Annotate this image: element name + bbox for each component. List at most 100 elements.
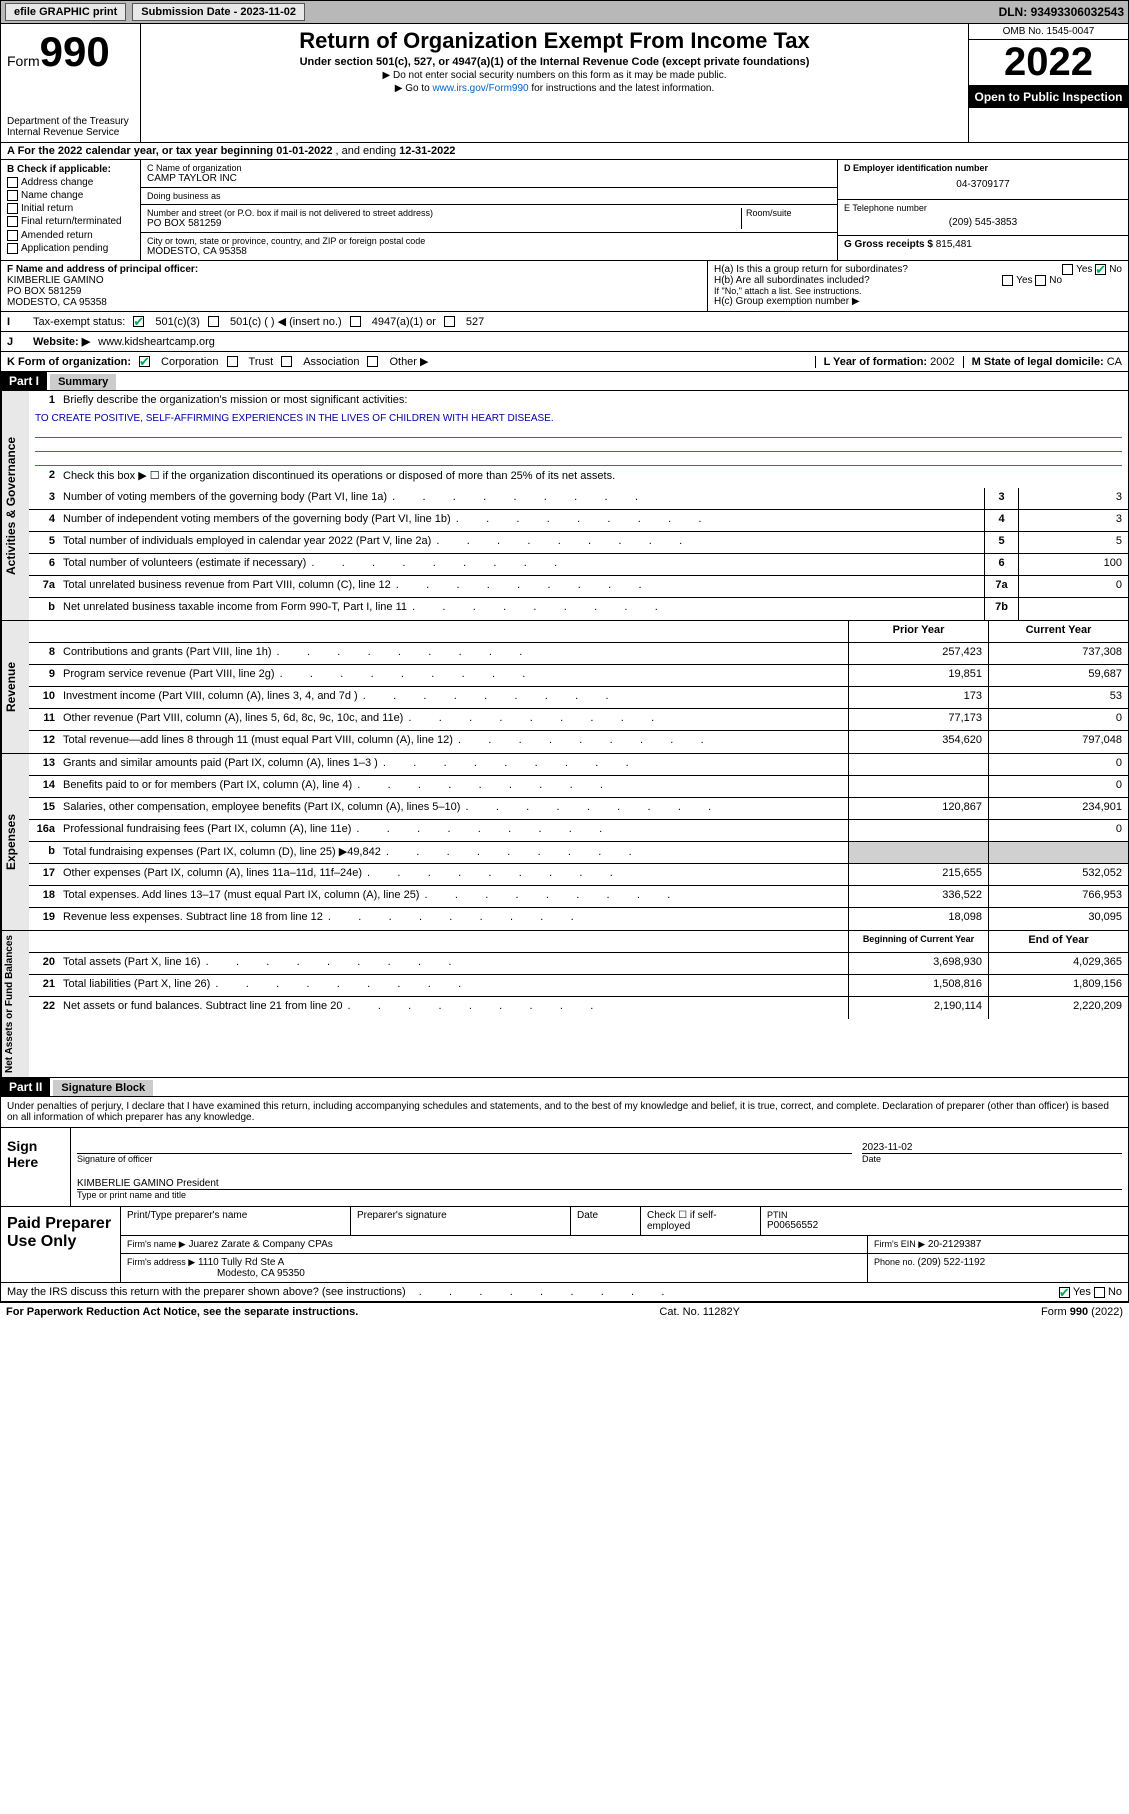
- ha-no-chk[interactable]: [1095, 264, 1106, 275]
- sig-declaration: Under penalties of perjury, I declare th…: [1, 1097, 1128, 1128]
- submission-date: 2023-11-02: [240, 6, 296, 18]
- form-title: Return of Organization Exempt From Incom…: [147, 28, 962, 54]
- table-row: bTotal fundraising expenses (Part IX, co…: [29, 842, 1128, 864]
- ha-row: H(a) Is this a group return for subordin…: [714, 264, 1122, 275]
- firm-name-cell: Firm's name ▶ Juarez Zarate & Company CP…: [121, 1236, 868, 1253]
- chk-501c[interactable]: [208, 316, 219, 327]
- ptin-cell: PTIN P00656552: [761, 1207, 1128, 1235]
- line-a: A For the 2022 calendar year, or tax yea…: [0, 143, 1129, 160]
- header-right: OMB No. 1545-0047 2022 Open to Public In…: [968, 24, 1128, 142]
- chk-501c3[interactable]: [133, 316, 144, 327]
- hb-yes-chk[interactable]: [1002, 275, 1013, 286]
- chk-address-change[interactable]: Address change: [7, 177, 134, 188]
- footer-pra: For Paperwork Reduction Act Notice, see …: [6, 1306, 358, 1318]
- paid-preparer: Paid Preparer Use Only Print/Type prepar…: [1, 1206, 1128, 1282]
- chk-assoc[interactable]: [281, 356, 292, 367]
- efile-button[interactable]: efile GRAPHIC print: [5, 3, 126, 21]
- footer-form: Form 990 (2022): [1041, 1306, 1123, 1318]
- part1-body: Activities & Governance 1 Briefly descri…: [0, 391, 1129, 621]
- addr-cell: Number and street (or P.O. box if mail i…: [141, 205, 837, 233]
- may-irs-no[interactable]: [1094, 1287, 1105, 1298]
- sign-here-label: Sign Here: [1, 1128, 71, 1206]
- vtab-revenue: Revenue: [1, 621, 29, 753]
- sig-date: 2023-11-02: [862, 1142, 912, 1153]
- row-i: I Tax-exempt status: 501(c)(3) 501(c) ( …: [0, 312, 1129, 332]
- dln: DLN: 93493306032543: [999, 5, 1124, 19]
- bcy-eoy-header: Beginning of Current Year End of Year: [29, 931, 1128, 953]
- vtab-expenses: Expenses: [1, 754, 29, 930]
- hb-row: H(b) Are all subordinates included? Yes …: [714, 275, 1122, 286]
- open-to-public: Open to Public Inspection: [969, 86, 1128, 108]
- submission-label: Submission Date -: [141, 6, 240, 18]
- omb-number: OMB No. 1545-0047: [969, 24, 1128, 40]
- vtab-netassets: Net Assets or Fund Balances: [1, 931, 29, 1077]
- org-name-cell: C Name of organization CAMP TAYLOR INC: [141, 160, 837, 188]
- chk-4947[interactable]: [350, 316, 361, 327]
- table-row: 9Program service revenue (Part VIII, lin…: [29, 665, 1128, 687]
- header-left: Form990 Department of the Treasury Inter…: [1, 24, 141, 142]
- chk-initial-return[interactable]: Initial return: [7, 203, 134, 214]
- row-klm: K Form of organization: Corporation Trus…: [0, 352, 1129, 372]
- row-f-h: F Name and address of principal officer:…: [0, 261, 1129, 312]
- form-header: Form990 Department of the Treasury Inter…: [0, 24, 1129, 143]
- phone-cell: E Telephone number (209) 545-3853: [838, 200, 1128, 236]
- chk-amended[interactable]: Amended return: [7, 230, 134, 241]
- table-row: bNet unrelated business taxable income f…: [29, 598, 1128, 620]
- firm-phone-cell: Phone no. (209) 522-1192: [868, 1254, 1128, 1282]
- part-1: Part I Summary: [0, 372, 1129, 391]
- tax-year: 2022: [969, 40, 1128, 86]
- dept-line: Department of the Treasury Internal Reve…: [7, 116, 134, 138]
- chk-trust[interactable]: [227, 356, 238, 367]
- form-subtitle: Under section 501(c), 527, or 4947(a)(1)…: [147, 56, 962, 68]
- form-note-2: ▶ Go to www.irs.gov/Form990 for instruct…: [147, 83, 962, 94]
- irs-link[interactable]: www.irs.gov/Form990: [432, 83, 528, 94]
- prep-check-hdr: Check ☐ if self-employed: [641, 1207, 761, 1235]
- table-row: 22Net assets or fund balances. Subtract …: [29, 997, 1128, 1019]
- table-row: 7aTotal unrelated business revenue from …: [29, 576, 1128, 598]
- chk-app-pending[interactable]: Application pending: [7, 243, 134, 254]
- part1-title: Summary: [50, 374, 116, 390]
- footer-cat: Cat. No. 11282Y: [659, 1306, 740, 1318]
- ein-cell: D Employer identification number 04-3709…: [838, 160, 1128, 200]
- col-d: D Employer identification number 04-3709…: [838, 160, 1128, 260]
- table-row: 6Total number of volunteers (estimate if…: [29, 554, 1128, 576]
- table-row: 13Grants and similar amounts paid (Part …: [29, 754, 1128, 776]
- mission-text: TO CREATE POSITIVE, SELF-AFFIRMING EXPER…: [29, 413, 1128, 424]
- chk-corp[interactable]: [139, 356, 150, 367]
- gov-table: 1 Briefly describe the organization's mi…: [29, 391, 1128, 620]
- principal-officer: F Name and address of principal officer:…: [1, 261, 708, 311]
- chk-name-change[interactable]: Name change: [7, 190, 134, 201]
- table-row: 11Other revenue (Part VIII, column (A), …: [29, 709, 1128, 731]
- hb-no-chk[interactable]: [1035, 275, 1046, 286]
- table-row: 14Benefits paid to or for members (Part …: [29, 776, 1128, 798]
- col-b: B Check if applicable: Address change Na…: [1, 160, 141, 260]
- chk-527[interactable]: [444, 316, 455, 327]
- may-irs-row: May the IRS discuss this return with the…: [1, 1282, 1128, 1301]
- part2-title: Signature Block: [53, 1080, 153, 1096]
- table-row: 3Number of voting members of the governi…: [29, 488, 1128, 510]
- website-url: www.kidsheartcamp.org: [98, 336, 215, 348]
- chk-final-return[interactable]: Final return/terminated: [7, 216, 134, 227]
- signature-block: Under penalties of perjury, I declare th…: [0, 1097, 1129, 1302]
- gross-cell: G Gross receipts $ 815,481: [838, 236, 1128, 253]
- ha-yes-chk[interactable]: [1062, 264, 1073, 275]
- table-row: 12Total revenue—add lines 8 through 11 (…: [29, 731, 1128, 753]
- table-row: 15Salaries, other compensation, employee…: [29, 798, 1128, 820]
- vtab-governance: Activities & Governance: [1, 391, 29, 620]
- table-row: 19Revenue less expenses. Subtract line 1…: [29, 908, 1128, 930]
- rev-section: Revenue Prior Year Current Year 8Contrib…: [0, 621, 1129, 754]
- submission-date-button[interactable]: Submission Date - 2023-11-02: [132, 3, 305, 21]
- part-2: Part II Signature Block: [0, 1078, 1129, 1097]
- form-note-1: ▶ Do not enter social security numbers o…: [147, 70, 962, 81]
- h-section: H(a) Is this a group return for subordin…: [708, 261, 1128, 311]
- may-irs-yes[interactable]: [1059, 1287, 1070, 1298]
- prep-sig-hdr: Preparer's signature: [351, 1207, 571, 1235]
- chk-other[interactable]: [367, 356, 378, 367]
- hc-row: H(c) Group exemption number ▶: [714, 296, 1122, 307]
- table-row: 21Total liabilities (Part X, line 26)1,5…: [29, 975, 1128, 997]
- firm-ein-cell: Firm's EIN ▶ 20-2129387: [868, 1236, 1128, 1253]
- page-footer: For Paperwork Reduction Act Notice, see …: [0, 1302, 1129, 1321]
- py-cy-header: Prior Year Current Year: [29, 621, 1128, 643]
- table-row: 8Contributions and grants (Part VIII, li…: [29, 643, 1128, 665]
- part1-hdr: Part I: [1, 372, 47, 390]
